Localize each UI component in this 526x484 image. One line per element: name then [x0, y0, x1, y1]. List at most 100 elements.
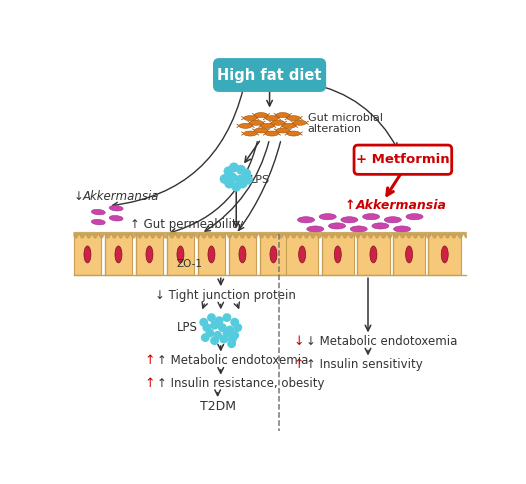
FancyBboxPatch shape [357, 234, 390, 275]
Ellipse shape [208, 246, 215, 263]
Ellipse shape [265, 116, 278, 121]
Ellipse shape [109, 206, 123, 211]
Circle shape [230, 163, 238, 172]
Ellipse shape [372, 223, 389, 229]
Text: ↓ Metabolic endotoxemia: ↓ Metabolic endotoxemia [306, 335, 458, 348]
Circle shape [220, 175, 229, 183]
Circle shape [236, 176, 245, 184]
Ellipse shape [293, 120, 306, 125]
Ellipse shape [255, 113, 268, 118]
Circle shape [244, 176, 252, 184]
FancyBboxPatch shape [259, 234, 287, 275]
Text: ↑: ↑ [144, 378, 155, 390]
Text: ↓ Tight junction protein: ↓ Tight junction protein [155, 289, 296, 302]
FancyBboxPatch shape [354, 145, 452, 174]
Ellipse shape [115, 246, 122, 263]
Ellipse shape [328, 223, 346, 229]
Circle shape [231, 318, 238, 326]
Circle shape [200, 318, 207, 326]
Circle shape [224, 167, 233, 176]
FancyBboxPatch shape [105, 234, 133, 275]
FancyBboxPatch shape [228, 234, 256, 275]
Circle shape [208, 314, 215, 321]
Ellipse shape [335, 246, 341, 263]
Ellipse shape [109, 215, 123, 221]
Ellipse shape [393, 226, 411, 232]
Ellipse shape [370, 246, 377, 263]
Ellipse shape [406, 246, 412, 263]
Ellipse shape [299, 246, 306, 263]
Text: + Metformin: + Metformin [356, 153, 450, 166]
Ellipse shape [298, 217, 315, 223]
Circle shape [228, 173, 237, 182]
Text: ↑ Metabolic endotoxemia: ↑ Metabolic endotoxemia [157, 354, 309, 367]
Text: ↓: ↓ [293, 335, 304, 348]
Circle shape [211, 321, 218, 329]
Ellipse shape [341, 217, 358, 223]
Circle shape [238, 180, 247, 188]
Ellipse shape [319, 213, 336, 220]
Text: ZO-1: ZO-1 [177, 259, 203, 270]
Ellipse shape [250, 120, 263, 125]
Ellipse shape [406, 213, 423, 220]
Ellipse shape [276, 113, 289, 118]
Ellipse shape [362, 213, 380, 220]
FancyBboxPatch shape [321, 234, 354, 275]
Text: ↑: ↑ [345, 199, 360, 212]
Circle shape [203, 324, 210, 331]
Ellipse shape [177, 246, 184, 263]
Ellipse shape [244, 131, 257, 136]
Ellipse shape [287, 116, 300, 121]
Circle shape [225, 180, 234, 188]
Circle shape [206, 329, 214, 337]
Text: ↑: ↑ [144, 354, 155, 367]
Circle shape [219, 324, 226, 331]
Circle shape [220, 335, 228, 343]
Text: ↑ Insulin resistance, obesity: ↑ Insulin resistance, obesity [157, 378, 325, 390]
Circle shape [214, 332, 221, 339]
FancyBboxPatch shape [286, 234, 318, 275]
Circle shape [231, 332, 238, 339]
Ellipse shape [271, 120, 285, 125]
Text: LPS: LPS [177, 321, 197, 334]
Circle shape [201, 334, 209, 341]
FancyBboxPatch shape [213, 58, 326, 92]
Ellipse shape [287, 131, 300, 136]
Circle shape [223, 329, 231, 337]
FancyBboxPatch shape [197, 234, 226, 275]
FancyBboxPatch shape [74, 234, 102, 275]
Circle shape [229, 335, 236, 343]
Ellipse shape [282, 123, 296, 128]
Ellipse shape [239, 123, 252, 128]
Ellipse shape [92, 209, 105, 215]
Text: Gut microbial
alteration: Gut microbial alteration [308, 113, 382, 135]
Circle shape [223, 314, 231, 321]
Circle shape [226, 326, 234, 333]
Ellipse shape [239, 246, 246, 263]
Text: Akkermansia: Akkermansia [356, 199, 447, 212]
Text: ↑: ↑ [293, 358, 304, 371]
Ellipse shape [270, 246, 277, 263]
Text: High fat diet: High fat diet [217, 68, 322, 82]
Ellipse shape [385, 217, 401, 223]
FancyBboxPatch shape [393, 234, 426, 275]
Text: ↑ Insulin sensitivity: ↑ Insulin sensitivity [306, 358, 423, 371]
Ellipse shape [261, 123, 274, 128]
Ellipse shape [255, 128, 268, 133]
FancyBboxPatch shape [136, 234, 164, 275]
Ellipse shape [307, 226, 324, 232]
FancyBboxPatch shape [429, 234, 461, 275]
Circle shape [232, 182, 240, 191]
Ellipse shape [276, 128, 289, 133]
Ellipse shape [146, 246, 153, 263]
Circle shape [242, 169, 250, 178]
Circle shape [234, 324, 241, 331]
FancyBboxPatch shape [167, 234, 195, 275]
Text: ↑ Gut permeability: ↑ Gut permeability [130, 218, 244, 231]
Text: Akkermansia: Akkermansia [83, 190, 159, 203]
Ellipse shape [84, 246, 91, 263]
Ellipse shape [92, 219, 105, 225]
Ellipse shape [265, 131, 278, 136]
Text: ↓: ↓ [74, 190, 87, 203]
Text: T2DM: T2DM [200, 400, 236, 413]
